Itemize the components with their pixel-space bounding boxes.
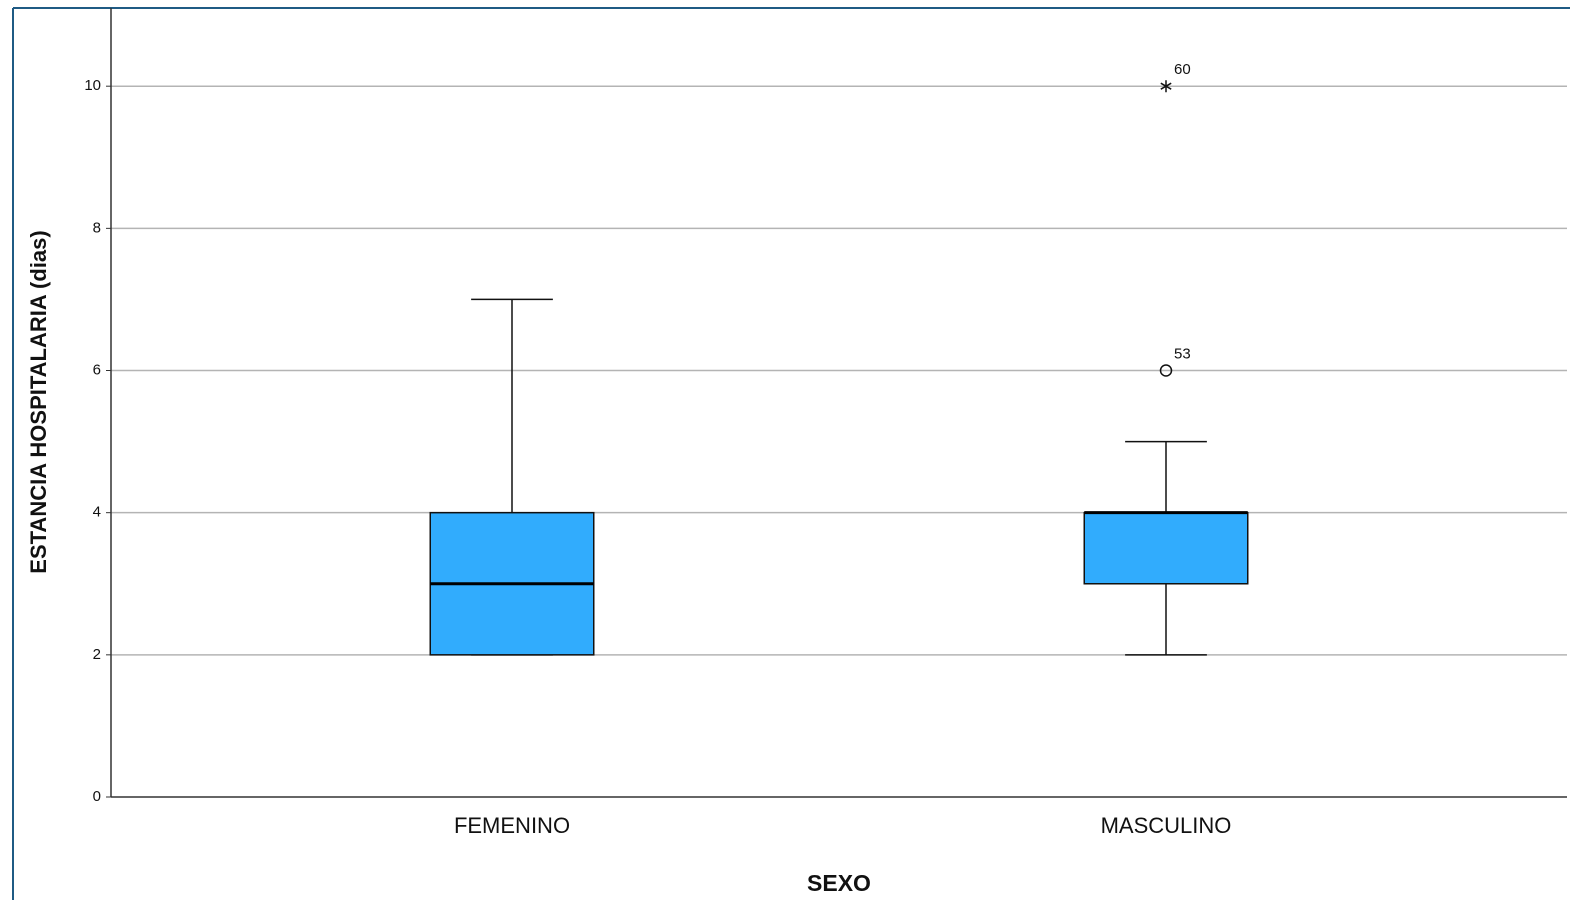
outlier-label: 60: [1174, 61, 1191, 78]
x-axis-title: SEXO: [807, 870, 871, 896]
y-tick-label: 8: [93, 219, 101, 236]
y-axis-title: ESTANCIA HOSPITALARIA (dias): [26, 230, 51, 573]
y-tick-label: 10: [84, 77, 101, 94]
outlier: [1159, 364, 1173, 377]
x-tick-label: FEMENINO: [454, 813, 570, 838]
y-tick-label: 0: [93, 788, 101, 805]
y-tick-label: 6: [93, 361, 101, 378]
outlier-extreme: [1160, 80, 1172, 93]
x-tick-label: MASCULINO: [1101, 813, 1232, 838]
y-tick-label: 4: [93, 504, 101, 521]
box: [1083, 511, 1249, 585]
y-tick-label: 2: [93, 646, 101, 663]
outlier-label: 53: [1174, 345, 1191, 362]
